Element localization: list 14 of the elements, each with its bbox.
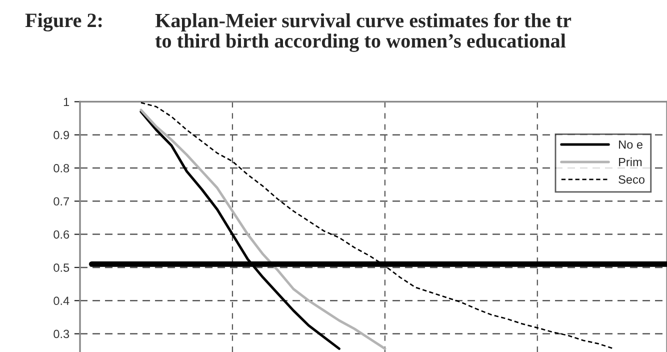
y-tick-label: 0.6 — [54, 230, 70, 239]
y-tick-label: 0.9 — [54, 130, 70, 140]
y-tick-label: 0.3 — [54, 330, 70, 338]
y-tick-label: 0.7 — [54, 197, 69, 206]
y-tick-label: 0.4 — [54, 296, 70, 306]
chart-title: Kaplan-Meier survival curve estimates for the tr to third birth according to women’s educational — [155, 13, 572, 52]
legend-label: Seco — [618, 175, 644, 184]
legend-label: Prim — [619, 158, 642, 166]
line-series — [140, 108, 386, 350]
caption: Figure 2: — [25, 13, 102, 32]
y-tick-label: 0.5 — [54, 263, 70, 272]
legend-label: No e — [619, 140, 642, 149]
y-tick-label: 1 — [64, 98, 70, 106]
y-tick-label: 0.8 — [54, 164, 70, 172]
